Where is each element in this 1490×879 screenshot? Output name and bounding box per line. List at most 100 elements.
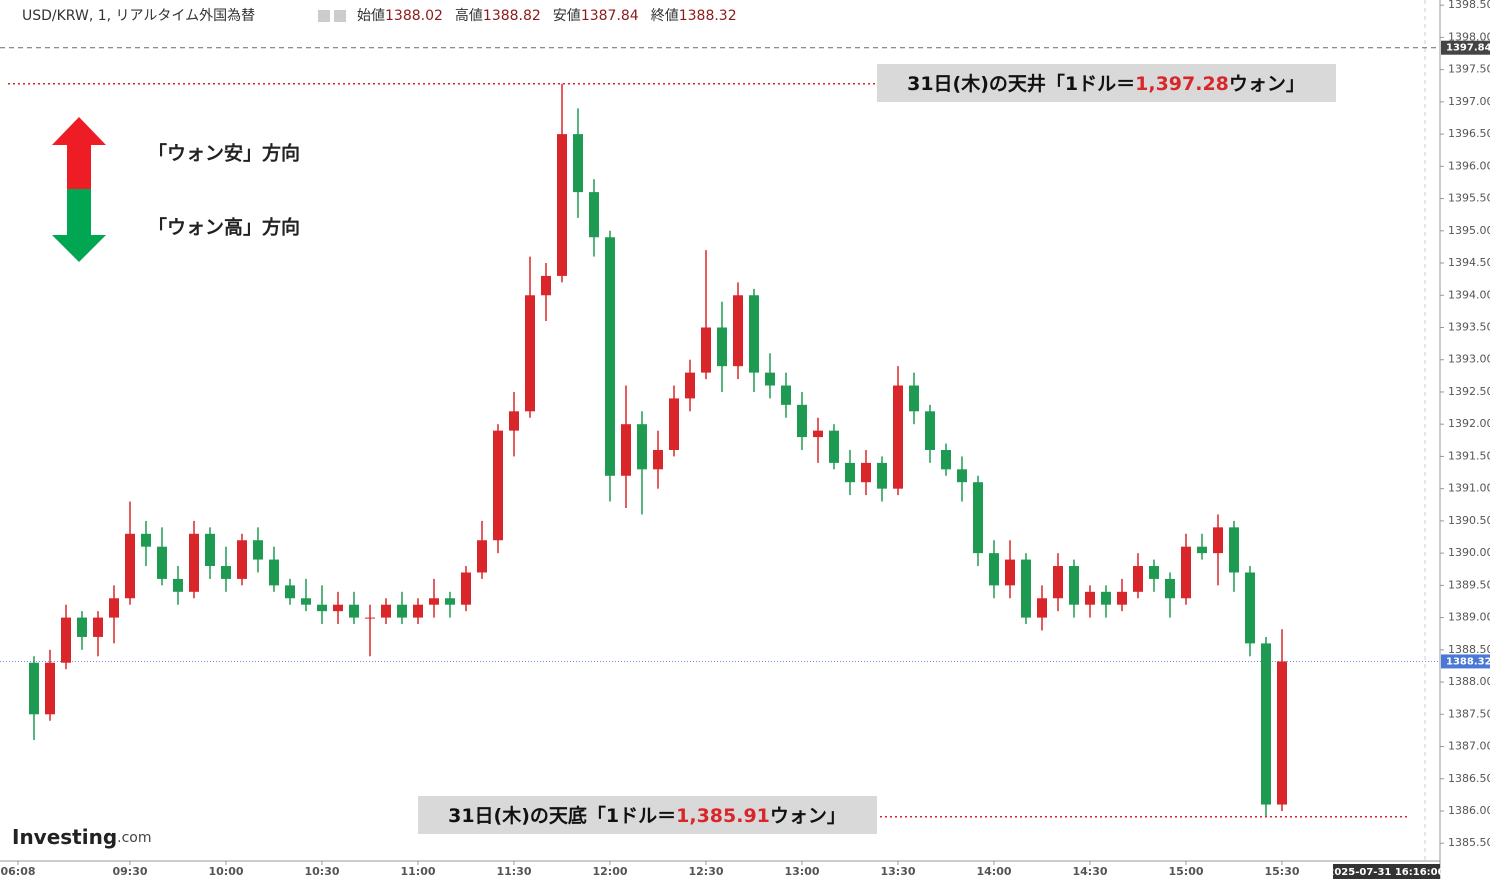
price-label-box — [1441, 40, 1490, 55]
candle-body — [957, 469, 967, 483]
candle-body — [781, 385, 791, 405]
candle-body — [1213, 527, 1223, 554]
y-tick-label: 1389.50 — [1448, 578, 1490, 591]
header-stat: 高値1388.82 — [455, 7, 541, 24]
header-stat-label: 安値 — [553, 8, 581, 24]
candle-body — [141, 533, 151, 547]
y-tick-label: 1391.50 — [1448, 449, 1490, 462]
header-stat-value: 1388.32 — [679, 8, 737, 24]
candle-body — [669, 398, 679, 450]
price-label: 1397.84 — [1446, 43, 1490, 54]
y-tick-label: 1394.50 — [1448, 256, 1490, 269]
candle-body — [1069, 566, 1079, 605]
candle-body — [1277, 661, 1287, 805]
header-stat-value: 1388.02 — [385, 8, 443, 24]
y-tick-label: 1390.00 — [1448, 546, 1490, 559]
candle-body — [1005, 559, 1015, 586]
candle-body — [157, 546, 167, 579]
y-tick-label: 1392.00 — [1448, 417, 1490, 430]
y-tick-label: 1388.50 — [1448, 643, 1490, 656]
candle-body — [1181, 546, 1191, 599]
candle-body — [509, 411, 519, 431]
candle-body — [1037, 598, 1047, 618]
annotation-prefix: 31日(木)の天底「1ドル＝ — [448, 804, 676, 827]
price-label-box — [1441, 654, 1490, 669]
y-tick-label: 1398.00 — [1448, 30, 1490, 43]
candle-body — [541, 275, 551, 296]
candle-body — [653, 449, 663, 470]
candle-body — [845, 462, 855, 483]
y-tick-label: 1393.00 — [1448, 353, 1490, 366]
candle-body — [813, 430, 823, 438]
x-tick-label: 06:08 — [0, 865, 35, 878]
candle-body — [413, 604, 423, 618]
y-tick-label: 1397.00 — [1448, 95, 1490, 108]
annotation-suffix: ウォン」 — [770, 805, 846, 827]
candle-body — [109, 598, 119, 618]
candle-body — [1101, 591, 1111, 605]
candle-body — [589, 192, 599, 238]
y-tick-label: 1393.50 — [1448, 320, 1490, 333]
candle-body — [365, 617, 375, 619]
header-stat: 安値1387.84 — [553, 8, 639, 24]
candle-body — [685, 372, 695, 399]
x-tick-label: 10:00 — [208, 865, 243, 878]
y-tick-label: 1398.50 — [1448, 0, 1490, 11]
header-stat-label: 始値 — [357, 8, 385, 24]
y-tick-label: 1395.50 — [1448, 192, 1490, 205]
y-tick-label: 1390.50 — [1448, 514, 1490, 527]
candle-body — [477, 540, 487, 573]
x-tick-label: 14:00 — [976, 865, 1011, 878]
candle-body — [765, 372, 775, 386]
candle-body — [93, 617, 103, 637]
down-arrow — [52, 189, 106, 262]
x-tick-label: 11:30 — [496, 865, 531, 878]
candle-body — [253, 540, 263, 560]
candle-body — [1165, 578, 1175, 599]
annotation-box — [418, 796, 877, 834]
candle-body — [29, 662, 39, 715]
candle-body — [733, 295, 743, 367]
x-tick-label: 12:30 — [688, 865, 723, 878]
candle-body — [349, 604, 359, 618]
candle-body — [909, 385, 919, 412]
x-tick-label: 10:30 — [304, 865, 339, 878]
annotation: 31日(木)の天底「1ドル＝1,385.91ウォン」 — [448, 804, 846, 827]
candle-body — [717, 327, 727, 367]
chart-title: USD/KRW, 1, リアルタイム外国為替 — [22, 8, 255, 24]
candle-body — [189, 533, 199, 592]
candle-body — [605, 237, 615, 476]
candle-body — [221, 566, 231, 579]
candle-body — [1021, 559, 1031, 618]
x-tick-label: 13:30 — [880, 865, 915, 878]
candle-body — [525, 295, 535, 412]
candle-body — [1085, 591, 1095, 605]
header-stat: 終値1388.32 — [651, 8, 737, 24]
icon — [318, 10, 330, 22]
candle-body — [1245, 572, 1255, 644]
cursor-time-box — [1333, 864, 1440, 879]
candle-body — [397, 604, 407, 618]
candle-body — [797, 404, 807, 438]
y-tick-label: 1391.00 — [1448, 482, 1490, 495]
candle-body — [301, 598, 311, 605]
candle-body — [1149, 566, 1159, 579]
candle-body — [1261, 643, 1271, 805]
x-tick-label: 11:00 — [400, 865, 435, 878]
candle-body — [621, 424, 631, 476]
candle-body — [61, 617, 71, 663]
up-arrow — [52, 117, 106, 189]
candle-body — [861, 462, 871, 483]
candle-body — [285, 585, 295, 599]
legend-label: 「ウォン高」方向 — [148, 216, 300, 239]
candle-body — [493, 430, 503, 541]
candle-body — [317, 604, 327, 612]
y-tick-label: 1386.00 — [1448, 804, 1490, 817]
candle-body — [333, 604, 343, 612]
y-tick-label: 1386.50 — [1448, 772, 1490, 785]
candle-body — [1197, 546, 1207, 554]
logo-suffix: .com — [117, 830, 151, 846]
candle-body — [573, 134, 583, 193]
annotation-box — [877, 64, 1336, 102]
